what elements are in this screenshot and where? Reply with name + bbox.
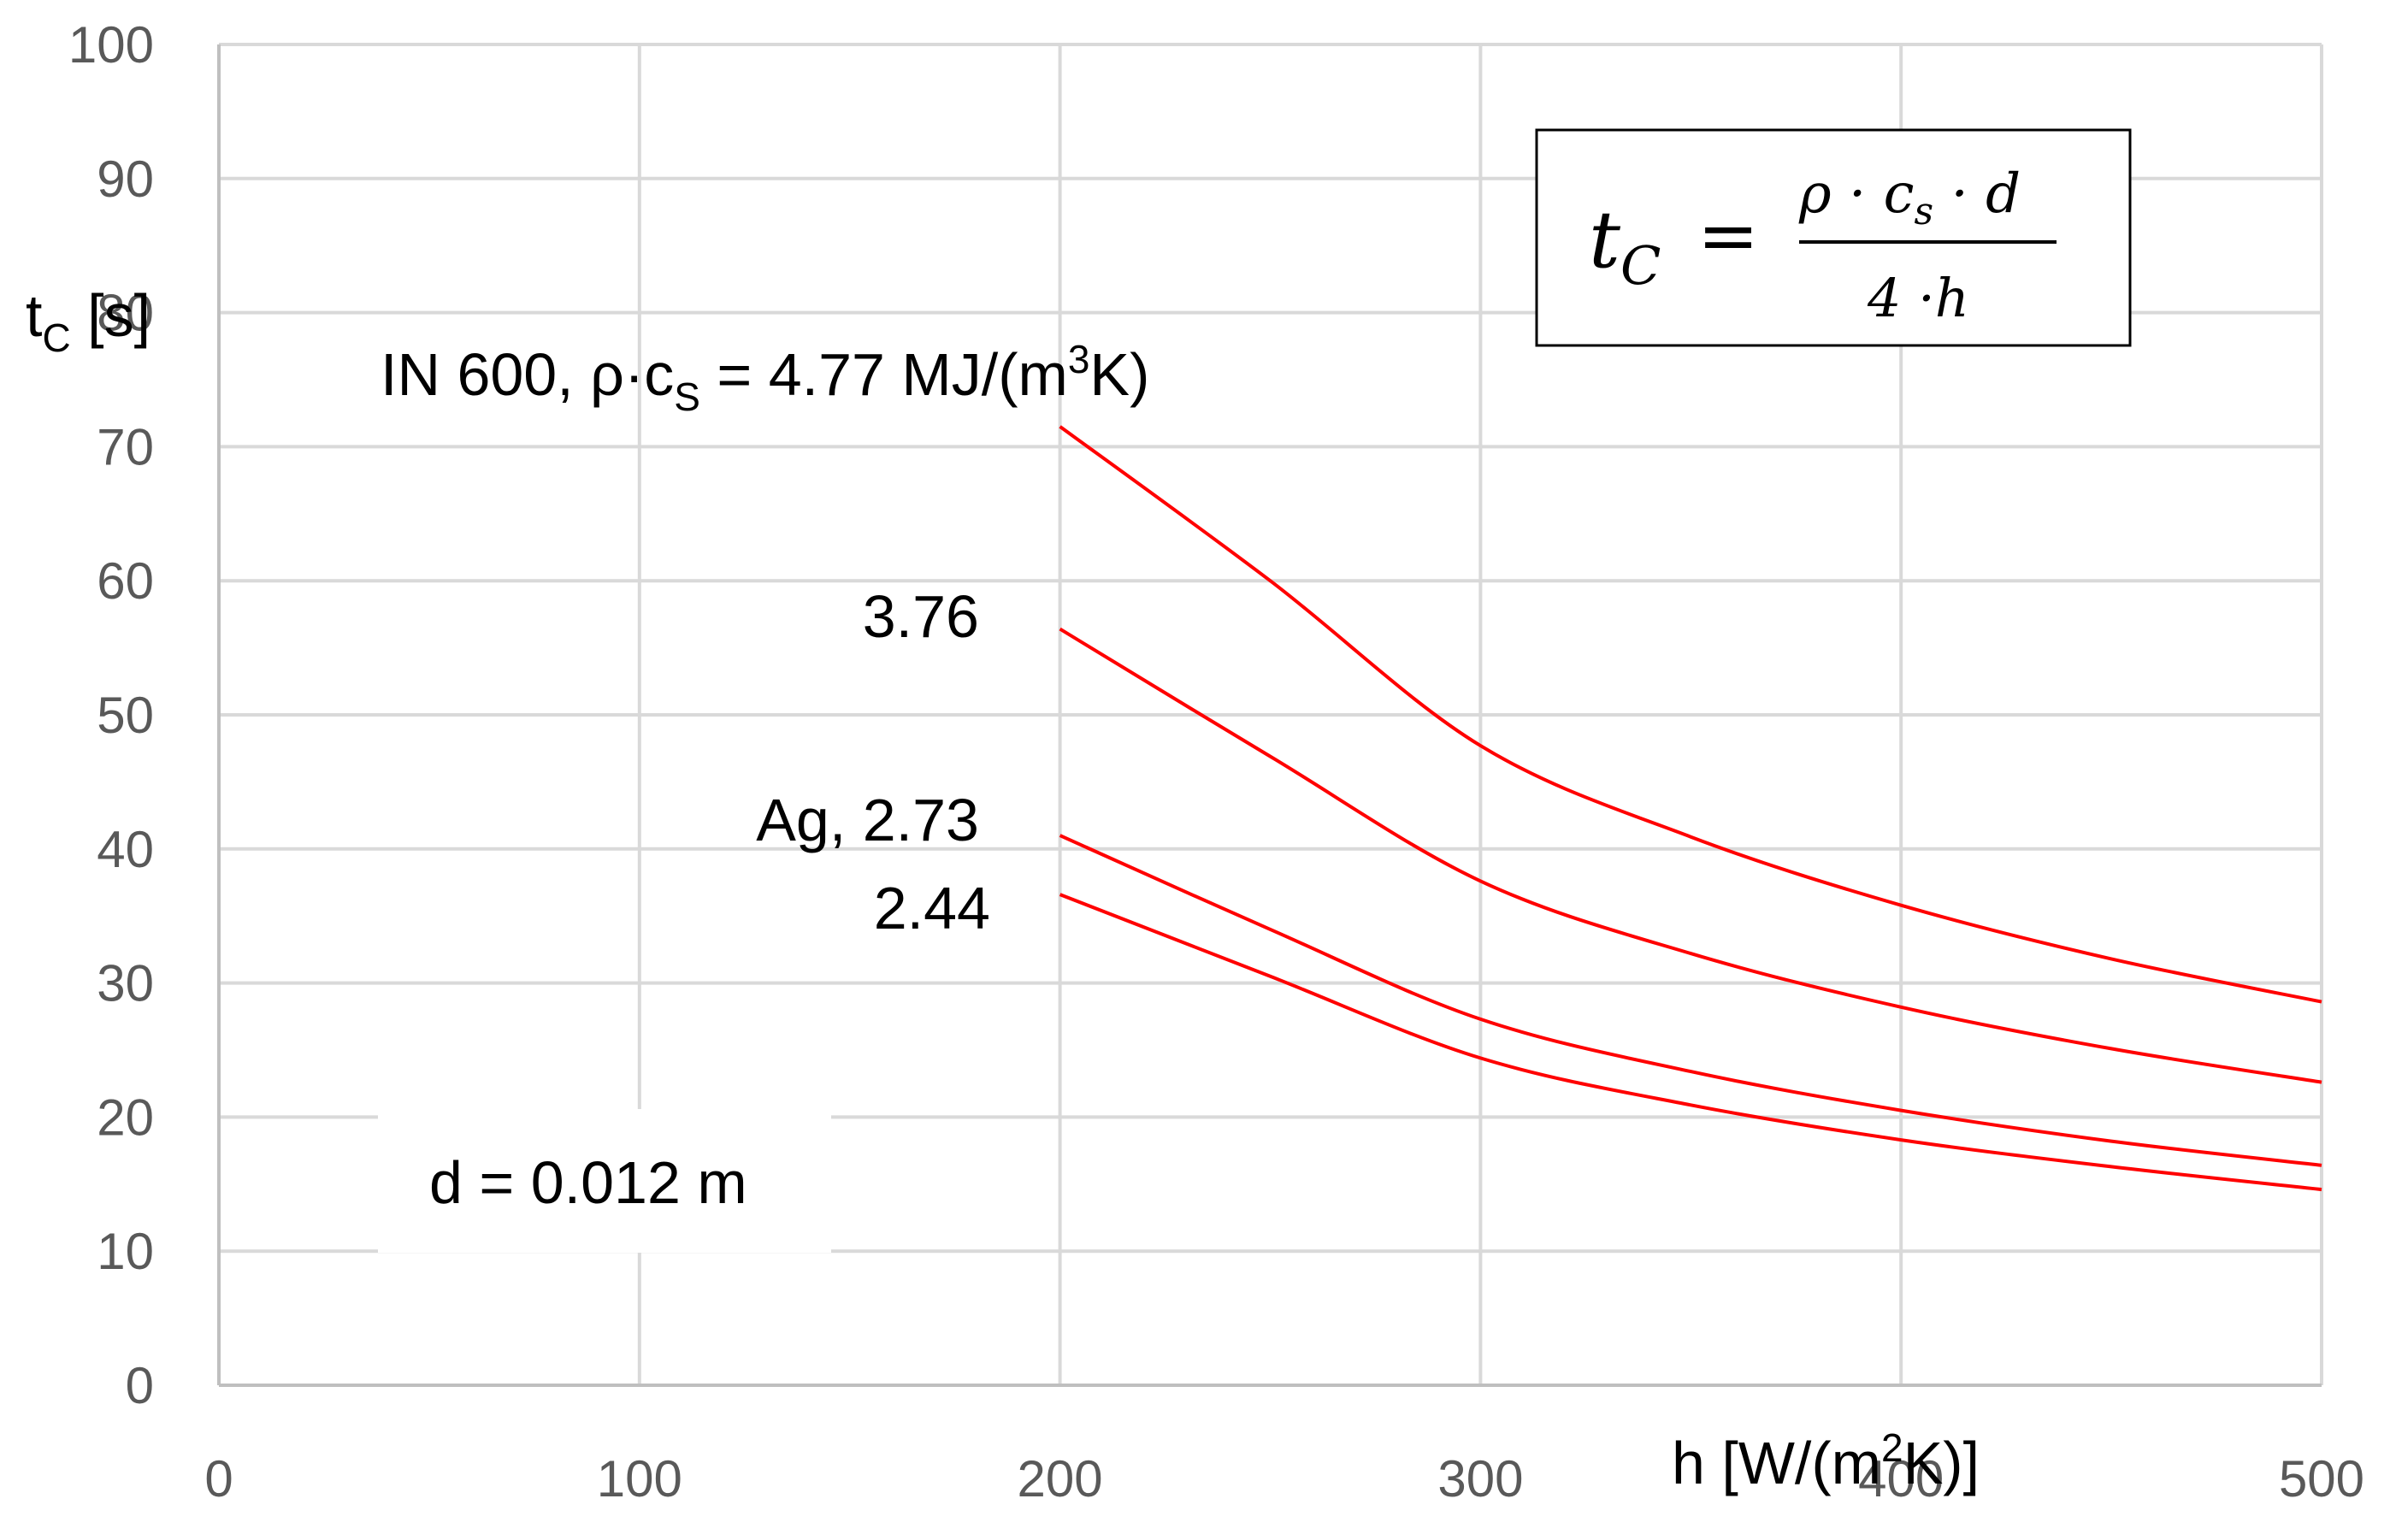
- formula-denominator: 4 ·h: [1867, 267, 1969, 329]
- y-axis-label: tC [s]: [26, 282, 150, 360]
- y-tick-label: 30: [97, 955, 154, 1012]
- x-axis-label: h [W/(m2K)]: [1672, 1425, 1980, 1496]
- y-tick-label: 40: [97, 821, 154, 878]
- y-tick-label: 10: [97, 1223, 154, 1280]
- x-tick-label: 200: [1018, 1450, 1103, 1508]
- annotation-ag: Ag, 2.73: [756, 787, 979, 853]
- y-tick-label: 50: [97, 687, 154, 744]
- series-line-2-44: [1059, 893, 2322, 1192]
- thickness-label: d = 0.012 m: [429, 1149, 747, 1216]
- series-layer: [1059, 425, 2322, 1192]
- annotation-244: 2.44: [874, 875, 990, 941]
- y-tick-label: 70: [97, 418, 154, 475]
- x-tick-label: 400: [1858, 1450, 1944, 1508]
- y-tick-label: 100: [68, 16, 154, 74]
- x-tick-label: 0: [204, 1450, 233, 1508]
- annotation-376: 3.76: [863, 583, 979, 650]
- formula-numerator: ρ · cs · d: [1798, 162, 2021, 233]
- series-line-4-77: [1059, 425, 2322, 1004]
- series-line-2-73: [1059, 834, 2322, 1167]
- annotation-in600: IN 600, ρ·cS = 4.77 MJ/(m3K): [381, 337, 1149, 419]
- y-tick-label: 0: [126, 1357, 154, 1414]
- y-tick-label: 90: [97, 150, 154, 208]
- x-tick-label: 500: [2279, 1450, 2364, 1508]
- x-tick-label: 300: [1437, 1450, 1523, 1508]
- y-tick-label: 20: [97, 1089, 154, 1146]
- formula-lhs: tC: [1589, 194, 1661, 297]
- thickness-label-box: [378, 1109, 831, 1253]
- y-tick-label: 80: [97, 285, 154, 342]
- x-tick-label: 100: [597, 1450, 682, 1508]
- formula-box: [1535, 128, 2132, 347]
- tick-labels: 0 10 20 30 40 50 60 70 80 90 100 0 100 200 300 400 500: [68, 16, 2364, 1508]
- y-tick-label: 60: [97, 552, 154, 610]
- formula-equals: =: [1697, 193, 1759, 279]
- series-line-3-76: [1059, 627, 2322, 1084]
